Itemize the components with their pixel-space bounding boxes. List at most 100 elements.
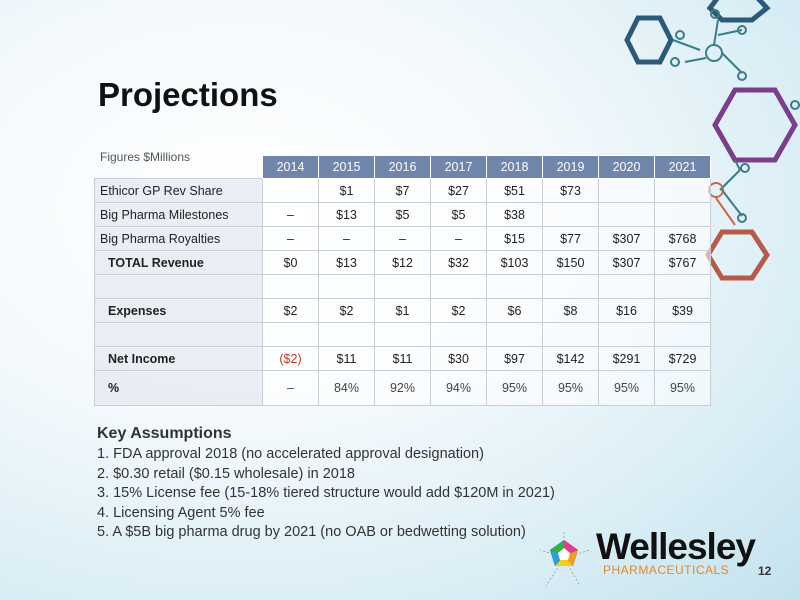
table-cell: –	[318, 226, 375, 251]
table-cell: $13	[318, 250, 375, 275]
year-header: 2015	[318, 155, 375, 179]
assumption-item: 2. $0.30 retail ($0.15 wholesale) in 201…	[97, 465, 355, 482]
table-cell: $11	[374, 346, 431, 371]
assumptions-list: 1. FDA approval 2018 (no accelerated app…	[97, 445, 555, 543]
table-cell	[374, 274, 431, 299]
logo-wordmark: Wellesley	[596, 526, 756, 567]
table-cell: $1	[374, 298, 431, 323]
table-cell: $11	[318, 346, 375, 371]
year-header: 2016	[374, 155, 431, 179]
table-cell	[486, 274, 543, 299]
table-cell: $38	[486, 202, 543, 227]
table-cell: $15	[486, 226, 543, 251]
figures-caption: Figures $Millions	[100, 150, 191, 164]
table-cell: $767	[654, 250, 711, 275]
table-cell: 95%	[486, 370, 543, 406]
pentagon-logo-icon	[539, 530, 591, 587]
row-label: Ethicor GP Rev Share	[94, 178, 263, 203]
table-row: TOTAL Revenue $0 $13 $12 $32 $103 $150 $307 $767	[94, 250, 711, 275]
table-cell: $7	[374, 178, 431, 203]
year-header: 2019	[542, 155, 599, 179]
table-row	[94, 274, 711, 299]
row-label: %	[94, 370, 263, 406]
table-cell: 92%	[374, 370, 431, 406]
year-header: 2018	[486, 155, 543, 179]
table-row: Expenses $2 $2 $1 $2 $6 $8 $16 $39	[94, 298, 711, 323]
table-cell: –	[374, 226, 431, 251]
year-header: 2021	[654, 155, 711, 179]
assumption-item: 3. 15% License fee (15-18% tiered struct…	[97, 485, 555, 501]
table-cell: $13	[318, 202, 375, 227]
logo-subtitle: PHARMACEUTICALS	[603, 563, 730, 577]
table-cell	[598, 178, 655, 203]
projections-table: 2014 2015 2016 2017 2018 2019 2020 2021 …	[94, 155, 711, 406]
table-cell	[654, 322, 711, 347]
table-cell	[598, 274, 655, 299]
table-cell	[542, 322, 599, 347]
table-cell: –	[430, 226, 487, 251]
table-cell: ($2)	[262, 346, 319, 371]
table-cell: 95%	[654, 370, 711, 406]
year-header-row: 2014 2015 2016 2017 2018 2019 2020 2021	[95, 155, 711, 179]
table-row: Big Pharma Milestones – $13 $5 $5 $38	[94, 202, 711, 227]
row-label: TOTAL Revenue	[94, 250, 263, 275]
table-cell: $142	[542, 346, 599, 371]
table-cell	[542, 274, 599, 299]
table-cell: $2	[430, 298, 487, 323]
table-cell	[598, 202, 655, 227]
key-assumptions-heading: Key Assumptions	[97, 425, 232, 442]
table-cell: $12	[374, 250, 431, 275]
year-header: 2014	[262, 155, 319, 179]
table-cell	[430, 274, 487, 299]
table-cell: $5	[430, 202, 487, 227]
table-cell: $2	[318, 298, 375, 323]
table-cell: $1	[318, 178, 375, 203]
table-cell: $6	[486, 298, 543, 323]
table-cell	[654, 178, 711, 203]
table-row: Ethicor GP Rev Share $1 $7 $27 $51 $73	[94, 178, 711, 203]
table-cell: $8	[542, 298, 599, 323]
table-cell	[318, 274, 375, 299]
table-cell: $73	[542, 178, 599, 203]
table-cell	[654, 202, 711, 227]
table-cell: 84%	[318, 370, 375, 406]
row-label: Big Pharma Royalties	[94, 226, 263, 251]
table-cell: $97	[486, 346, 543, 371]
company-logo: Wellesley PHARMACEUTICALS	[539, 526, 760, 588]
table-cell: 95%	[598, 370, 655, 406]
table-cell: $103	[486, 250, 543, 275]
page-title: Projections	[98, 76, 278, 113]
table-row	[94, 322, 711, 347]
assumption-item: 4. Licensing Agent 5% fee	[97, 504, 265, 521]
table-cell	[262, 322, 319, 347]
table-row: Big Pharma Royalties – – – – $15 $77 $307 $768	[94, 226, 711, 251]
table-cell: –	[262, 202, 319, 227]
table-cell: $39	[654, 298, 711, 323]
table-cell	[374, 322, 431, 347]
table-cell: $729	[654, 346, 711, 371]
table-row: % –84% 92% 94% 95% 95% 95% 95%	[94, 370, 711, 406]
table-cell: $0	[262, 250, 319, 275]
row-label	[94, 322, 263, 347]
table-cell: $768	[654, 226, 711, 251]
table-cell: $16	[598, 298, 655, 323]
table-cell: 95%	[542, 370, 599, 406]
table-cell: –	[262, 370, 319, 406]
header-corner	[95, 156, 263, 179]
table-cell	[430, 322, 487, 347]
table-cell: $27	[430, 178, 487, 203]
table-cell: $291	[598, 346, 655, 371]
table-cell	[262, 274, 319, 299]
table-cell: $51	[486, 178, 543, 203]
table-cell: $5	[374, 202, 431, 227]
table-cell	[486, 322, 543, 347]
row-label	[94, 274, 263, 299]
table-cell	[654, 274, 711, 299]
row-label: Expenses	[94, 298, 263, 323]
table-cell: –	[262, 226, 319, 251]
assumption-item: 5. A $5B big pharma drug by 2021 (no OAB…	[97, 524, 526, 540]
page-number: 12	[758, 564, 772, 578]
table-cell: $307	[598, 226, 655, 251]
assumption-item: 1. FDA approval 2018 (no accelerated app…	[97, 446, 484, 462]
table-cell	[542, 202, 599, 227]
